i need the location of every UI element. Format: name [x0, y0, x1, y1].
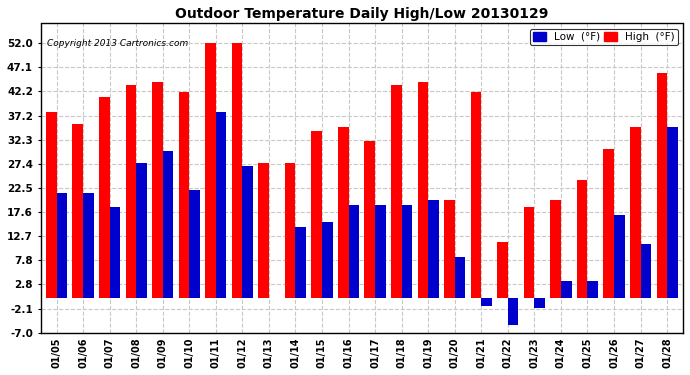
Bar — [83, 193, 94, 298]
Bar — [322, 222, 333, 298]
Bar — [482, 298, 492, 306]
Bar — [232, 43, 242, 298]
Bar — [348, 205, 359, 298]
Bar — [604, 148, 614, 298]
Bar — [338, 126, 348, 298]
Bar — [126, 85, 136, 298]
Bar — [110, 207, 120, 298]
Bar — [179, 92, 189, 298]
Bar — [497, 242, 508, 298]
Bar — [614, 215, 624, 298]
Bar — [57, 193, 67, 298]
Bar — [72, 124, 83, 298]
Bar — [242, 166, 253, 298]
Bar — [375, 205, 386, 298]
Bar — [295, 227, 306, 298]
Text: Copyright 2013 Cartronics.com: Copyright 2013 Cartronics.com — [47, 39, 188, 48]
Bar — [577, 180, 587, 298]
Bar — [285, 164, 295, 298]
Bar — [444, 200, 455, 298]
Bar — [455, 256, 465, 298]
Bar — [471, 92, 482, 298]
Bar — [551, 200, 561, 298]
Bar — [561, 281, 571, 298]
Bar — [205, 43, 216, 298]
Bar — [587, 281, 598, 298]
Legend: Low  (°F), High  (°F): Low (°F), High (°F) — [530, 29, 678, 45]
Bar — [136, 164, 147, 298]
Bar — [364, 141, 375, 298]
Bar — [508, 298, 518, 325]
Bar — [417, 82, 428, 298]
Bar — [258, 164, 269, 298]
Bar — [534, 298, 545, 308]
Bar — [46, 112, 57, 298]
Bar — [402, 205, 412, 298]
Bar — [99, 97, 110, 298]
Bar — [216, 112, 226, 298]
Title: Outdoor Temperature Daily High/Low 20130129: Outdoor Temperature Daily High/Low 20130… — [175, 7, 549, 21]
Bar — [152, 82, 163, 298]
Bar — [667, 126, 678, 298]
Bar — [630, 126, 640, 298]
Bar — [656, 72, 667, 298]
Bar — [189, 190, 200, 298]
Bar — [640, 244, 651, 298]
Bar — [163, 151, 173, 298]
Bar — [524, 207, 534, 298]
Bar — [311, 131, 322, 298]
Bar — [391, 85, 402, 298]
Bar — [428, 200, 439, 298]
